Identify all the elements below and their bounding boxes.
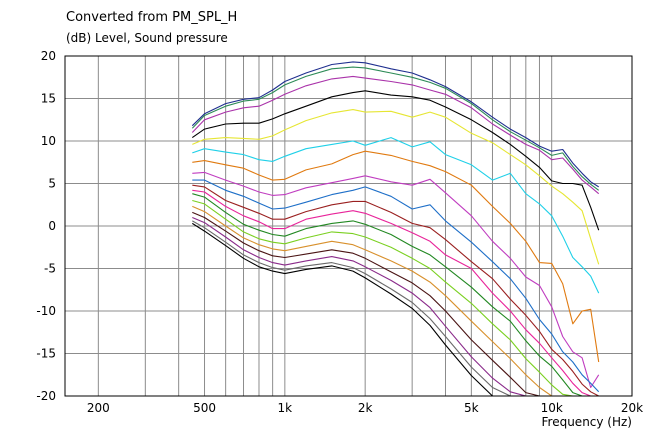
x-tick-label: 2k bbox=[358, 401, 373, 415]
y-tick-label: 10 bbox=[41, 134, 56, 148]
plot-border bbox=[64, 55, 633, 397]
x-tick-label: 10k bbox=[541, 401, 563, 415]
y-tick-label: -5 bbox=[44, 262, 56, 276]
tick-labels: 20 15 10 5 0 -5 -10 -15 -20 200 500 1k 2k 5k 10k 20k bbox=[36, 49, 643, 415]
grid-layer bbox=[65, 56, 632, 396]
series-line-13 bbox=[192, 205, 599, 396]
series-line-8 bbox=[192, 179, 600, 393]
series-line-17 bbox=[192, 222, 599, 396]
y-tick-label: -15 bbox=[36, 347, 56, 361]
series-line-5 bbox=[192, 137, 600, 294]
x-tick-label: 500 bbox=[193, 401, 216, 415]
y-tick-label: 15 bbox=[41, 92, 56, 106]
series-line-15 bbox=[192, 216, 599, 396]
x-axis-label: Frequency (Hz) bbox=[542, 415, 633, 429]
y-axis-label: (dB) Level, Sound pressure bbox=[66, 31, 228, 45]
series-layer bbox=[191, 61, 600, 396]
x-tick-label: 200 bbox=[87, 401, 110, 415]
y-tick-label: -20 bbox=[36, 389, 56, 403]
series-line-12 bbox=[192, 199, 599, 396]
series-line-16 bbox=[192, 220, 599, 396]
series-line-1 bbox=[191, 66, 600, 191]
x-tick-label: 1k bbox=[278, 401, 293, 415]
series-line-2 bbox=[191, 75, 600, 195]
series-line-9 bbox=[192, 184, 599, 396]
chart-title: Converted from PM_SPL_H bbox=[66, 10, 238, 25]
plot-frame bbox=[64, 55, 633, 397]
series-line-7 bbox=[192, 171, 600, 389]
series-line-4 bbox=[192, 109, 600, 265]
y-tick-label: -10 bbox=[36, 304, 56, 318]
x-tick-label: 5k bbox=[464, 401, 479, 415]
series-line-11 bbox=[192, 193, 599, 396]
series-line-0 bbox=[191, 61, 599, 188]
y-tick-label: 5 bbox=[48, 177, 56, 191]
series-line-14 bbox=[192, 211, 599, 396]
series-line-10 bbox=[192, 189, 599, 396]
y-tick-label: 20 bbox=[41, 49, 56, 63]
y-tick-label: 0 bbox=[48, 219, 56, 233]
x-tick-label: 20k bbox=[621, 401, 643, 415]
series-line-3 bbox=[191, 90, 600, 231]
series-line-6 bbox=[192, 150, 600, 363]
